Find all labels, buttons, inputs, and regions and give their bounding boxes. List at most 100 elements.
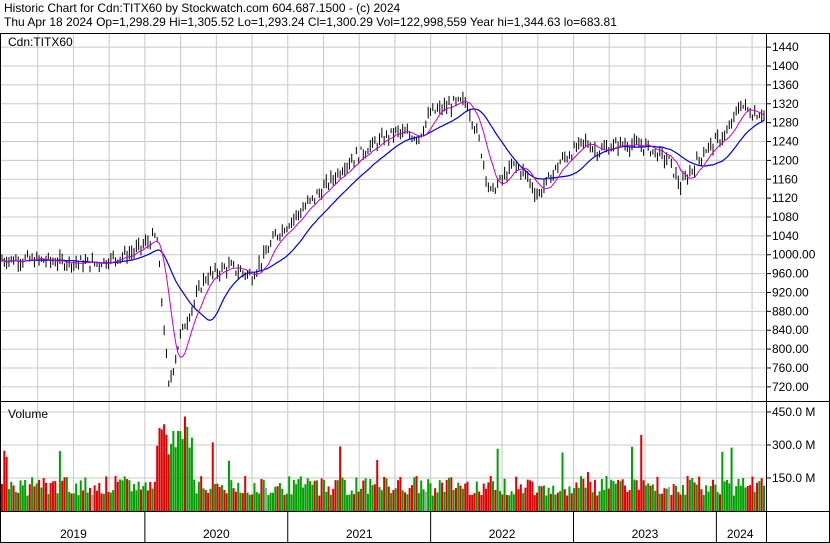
- volume-bar: [260, 478, 263, 511]
- volume-bar: [607, 488, 610, 511]
- volume-bar: [190, 437, 193, 511]
- volume-bar: [672, 484, 675, 511]
- volume-bar: [77, 495, 80, 511]
- volume-bar: [262, 479, 265, 511]
- volume-bar: [302, 487, 305, 511]
- volume-bar: [177, 431, 180, 511]
- volume-bar: [684, 494, 687, 511]
- volume-axis-labels: 450.0 M 300.0 M 150.0 M: [766, 405, 815, 485]
- volume-bar: [49, 482, 52, 511]
- date-axis-labels: 2019 2020 2021 2022 2023 2024: [60, 511, 754, 543]
- volume-bar: [193, 479, 196, 511]
- volume-bar: [378, 487, 381, 511]
- volume-bar: [410, 485, 413, 511]
- price-tick-label: 1320: [772, 97, 799, 111]
- volume-bar: [397, 480, 400, 511]
- volume-bar: [278, 483, 281, 511]
- volume-bar: [751, 476, 754, 511]
- volume-bar: [760, 478, 763, 511]
- volume-bar: [575, 482, 578, 511]
- year-label: 2022: [489, 527, 516, 541]
- price-axis-labels: 1440 1400 1360 1320 1280 1240 1200 1160 1120 1080…: [766, 40, 816, 394]
- volume-bar: [401, 490, 404, 511]
- volume-bar: [348, 494, 351, 511]
- volume-bar: [589, 481, 592, 511]
- volume-bar: [705, 485, 708, 511]
- volume-bar: [200, 476, 203, 511]
- volume-bar: [718, 494, 721, 511]
- volume-bar: [100, 493, 103, 511]
- volume-bar: [33, 486, 36, 511]
- volume-bar: [209, 488, 212, 511]
- volume-bar: [211, 442, 214, 511]
- volume-bar: [422, 489, 425, 511]
- volume-bar: [443, 492, 446, 511]
- volume-bar: [756, 482, 759, 511]
- volume-bar: [630, 446, 633, 511]
- volume-bar: [61, 480, 64, 511]
- price-tick-label: 880.00: [772, 304, 809, 318]
- volume-bar: [591, 492, 594, 511]
- volume-bar: [269, 492, 272, 511]
- volume-bar: [156, 445, 159, 511]
- volume-bar: [431, 495, 434, 511]
- volume-bar: [93, 485, 96, 511]
- volume-bar: [533, 495, 536, 511]
- volume-bar: [424, 491, 427, 511]
- price-tick-label: 1240: [772, 135, 799, 149]
- volume-bar: [12, 485, 15, 511]
- volume-bar: [459, 485, 462, 511]
- volume-bar: [10, 481, 13, 511]
- price-tick-label: 960.00: [772, 267, 809, 281]
- year-label: 2023: [632, 527, 659, 541]
- volume-bar: [225, 493, 228, 511]
- volume-bar: [387, 486, 390, 511]
- volume-bar: [297, 479, 300, 511]
- volume-bar: [172, 430, 175, 511]
- volume-bar: [355, 477, 358, 511]
- volume-bar: [392, 489, 395, 511]
- volume-bar: [274, 486, 277, 511]
- volume-bar: [181, 439, 184, 511]
- volume-bar: [480, 494, 483, 511]
- volume-bar: [487, 482, 490, 511]
- volume-bar: [464, 483, 467, 511]
- volume-bar: [436, 492, 439, 511]
- volume-bar: [369, 478, 372, 511]
- volume-bar: [102, 493, 105, 511]
- volume-bar: [473, 493, 476, 511]
- volume-bar: [508, 495, 511, 511]
- volume-bar: [304, 484, 307, 511]
- volume-bar: [519, 484, 522, 511]
- volume-bar: [109, 492, 112, 511]
- volume-bar: [186, 426, 189, 511]
- volume-bar: [95, 490, 98, 511]
- volume-bar: [605, 476, 608, 511]
- volume-bar: [649, 485, 652, 511]
- volume-bar: [712, 479, 715, 511]
- volume-bar: [248, 494, 251, 511]
- price-bars: [1, 91, 765, 387]
- volume-bar: [160, 429, 163, 511]
- volume-bar: [135, 490, 138, 511]
- volume-bar: [492, 481, 495, 511]
- volume-bar: [241, 493, 244, 511]
- volume-bar: [183, 416, 186, 511]
- volume-bar: [146, 490, 149, 511]
- volume-bar: [749, 485, 752, 511]
- volume-bar: [735, 486, 738, 511]
- volume-bar: [341, 477, 344, 511]
- volume-bar: [179, 431, 182, 511]
- volume-bar: [353, 494, 356, 511]
- volume-bar: [112, 490, 115, 511]
- volume-bar: [744, 487, 747, 511]
- volume-bar: [714, 484, 717, 511]
- volume-bar: [390, 493, 393, 511]
- volume-bar: [661, 493, 664, 511]
- volume-bar: [510, 491, 513, 511]
- volume-bar: [346, 494, 349, 511]
- volume-bar: [42, 478, 45, 511]
- volume-bar: [207, 493, 210, 511]
- volume-bar: [580, 476, 583, 511]
